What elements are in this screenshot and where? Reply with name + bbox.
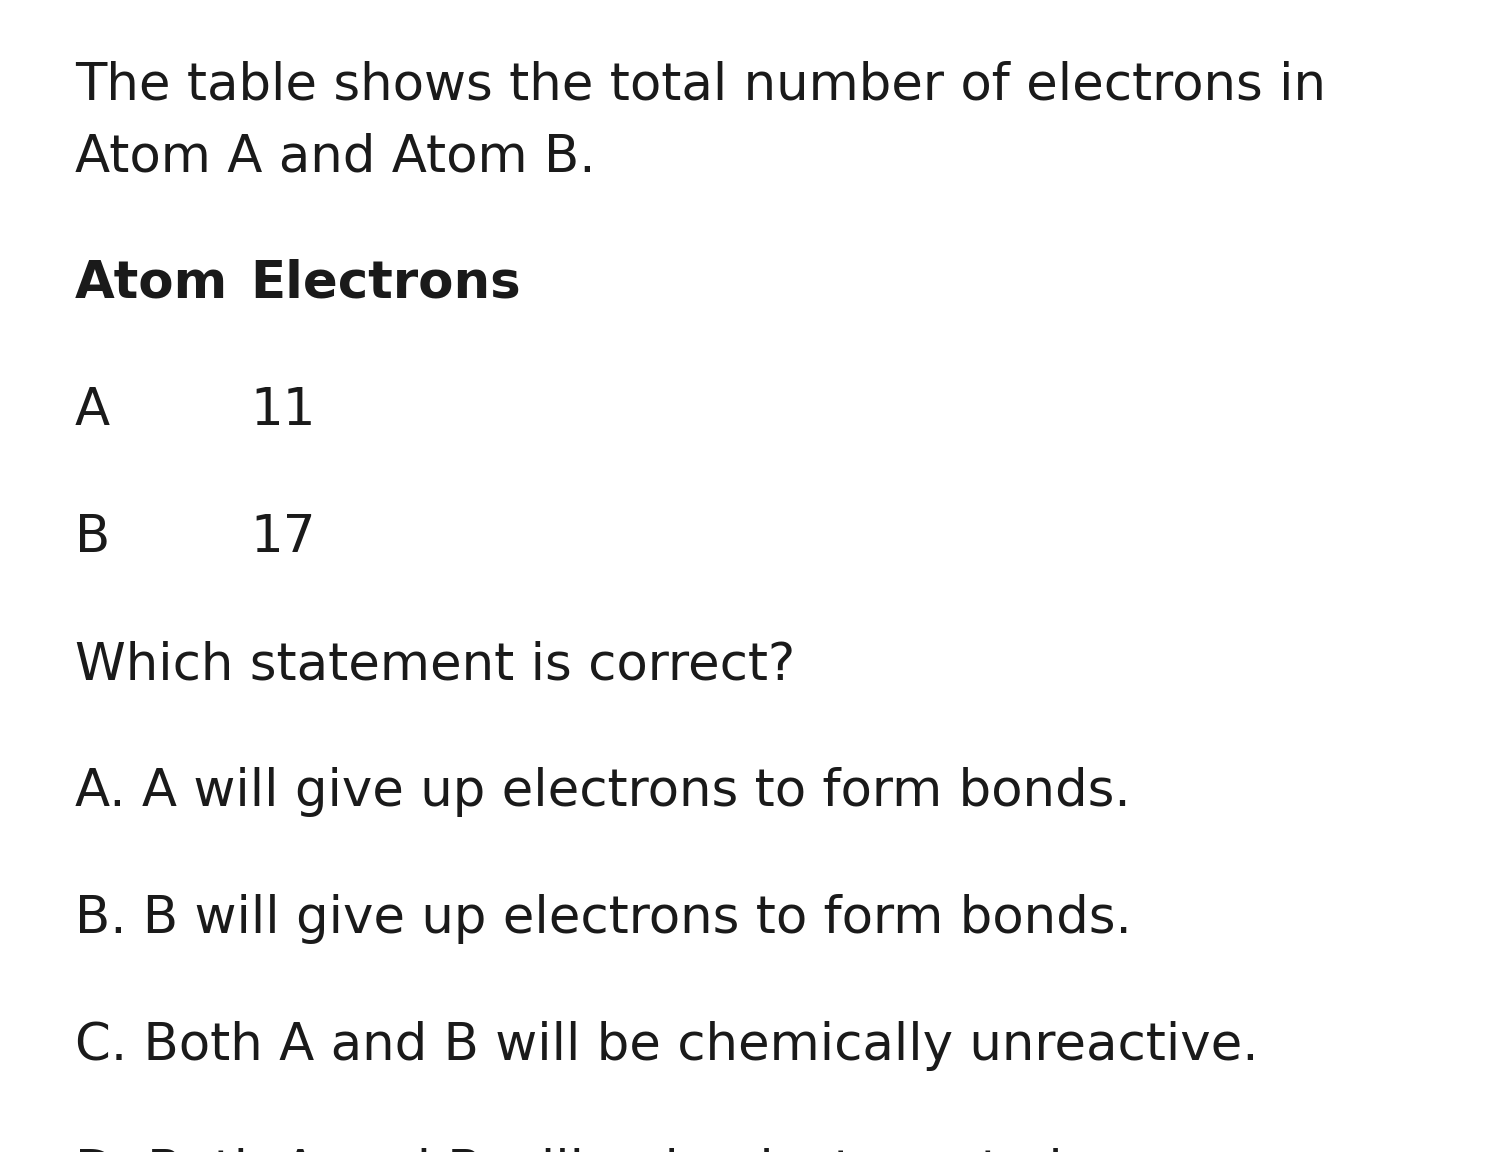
Text: Which statement is correct?: Which statement is correct?	[75, 641, 795, 690]
Text: A: A	[75, 386, 109, 435]
Text: 17: 17	[251, 513, 315, 563]
Text: 11: 11	[251, 386, 315, 435]
Text: D. Both A and B will gain electrons to become: D. Both A and B will gain electrons to b…	[75, 1149, 1254, 1152]
Text: Atom: Atom	[75, 259, 228, 309]
Text: C. Both A and B will be chemically unreactive.: C. Both A and B will be chemically unrea…	[75, 1021, 1258, 1071]
Text: B. B will give up electrons to form bonds.: B. B will give up electrons to form bond…	[75, 894, 1131, 943]
Text: Atom A and Atom B.: Atom A and Atom B.	[75, 132, 596, 182]
Text: The table shows the total number of electrons in: The table shows the total number of elec…	[75, 60, 1326, 109]
Text: B: B	[75, 513, 111, 563]
Text: Electrons: Electrons	[251, 259, 520, 309]
Text: A. A will give up electrons to form bonds.: A. A will give up electrons to form bond…	[75, 767, 1131, 817]
